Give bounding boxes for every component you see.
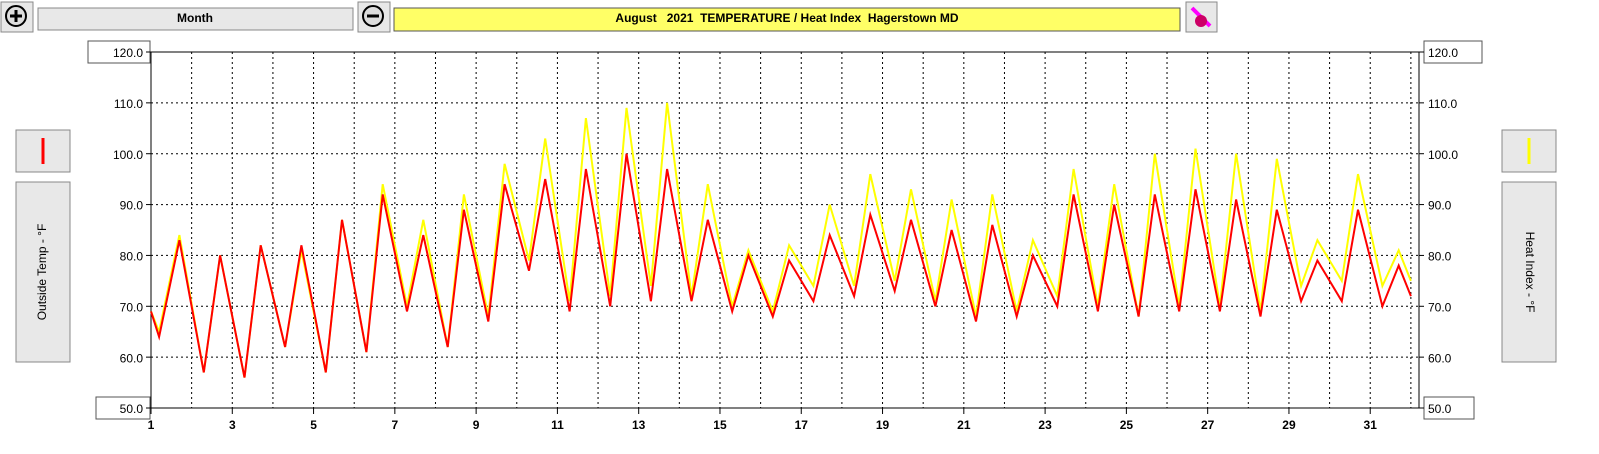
y2-tick-label: 50.0 bbox=[1428, 402, 1452, 416]
y2-tick-label: 100.0 bbox=[1428, 148, 1458, 162]
x-tick-label: 21 bbox=[957, 418, 971, 432]
x-tick-label: 13 bbox=[632, 418, 646, 432]
x-tick-label: 25 bbox=[1120, 418, 1134, 432]
x-tick-label: 1 bbox=[148, 418, 155, 432]
y-tick-label: 70.0 bbox=[120, 300, 144, 314]
y-tick-label: 120.0 bbox=[113, 46, 143, 60]
settings-button[interactable] bbox=[1185, 1, 1218, 33]
x-tick-label: 19 bbox=[876, 418, 890, 432]
zoom-out-button[interactable] bbox=[357, 1, 391, 33]
x-tick-label: 11 bbox=[551, 418, 564, 432]
x-tick-label: 3 bbox=[229, 418, 236, 432]
right-axis-button[interactable] bbox=[1501, 181, 1557, 363]
y2-tick-label: 70.0 bbox=[1428, 300, 1452, 314]
zoom-in-button[interactable] bbox=[0, 1, 34, 33]
x-tick-label: 31 bbox=[1364, 418, 1378, 432]
x-tick-label: 17 bbox=[795, 418, 809, 432]
y2-tick-label: 120.0 bbox=[1428, 46, 1458, 60]
y2-tick-label: 90.0 bbox=[1428, 199, 1452, 213]
y-tick-label: 80.0 bbox=[120, 250, 144, 264]
y2-tick-label: 60.0 bbox=[1428, 351, 1452, 365]
y2-tick-label: 110.0 bbox=[1428, 97, 1457, 111]
x-tick-label: 7 bbox=[392, 418, 399, 432]
title-box bbox=[393, 7, 1181, 32]
left-axis-label: Outside Temp - °F bbox=[35, 224, 49, 321]
x-tick-label: 29 bbox=[1282, 418, 1296, 432]
x-tick-label: 15 bbox=[713, 418, 727, 432]
x-tick-label: 23 bbox=[1038, 418, 1052, 432]
x-tick-label: 9 bbox=[473, 418, 480, 432]
series-line bbox=[150, 153, 1412, 378]
left-axis-button[interactable] bbox=[15, 181, 71, 363]
y2-tick-label: 80.0 bbox=[1428, 250, 1452, 264]
range-button-label[interactable]: Month bbox=[177, 11, 213, 25]
y-tick-label: 50.0 bbox=[120, 402, 144, 416]
right-axis-label: Heat Index - °F bbox=[1523, 232, 1537, 313]
y-tick-label: 60.0 bbox=[120, 351, 144, 365]
x-tick-label: 27 bbox=[1201, 418, 1215, 432]
y-tick-label: 100.0 bbox=[113, 148, 143, 162]
range-button[interactable] bbox=[37, 7, 354, 31]
y-tick-label: 110.0 bbox=[114, 97, 143, 111]
y-tick-label: 90.0 bbox=[120, 199, 144, 213]
x-tick-label: 5 bbox=[310, 418, 317, 432]
plot-frame bbox=[150, 51, 1420, 409]
chart-title: August 2021 TEMPERATURE / Heat Index Hag… bbox=[615, 11, 959, 25]
